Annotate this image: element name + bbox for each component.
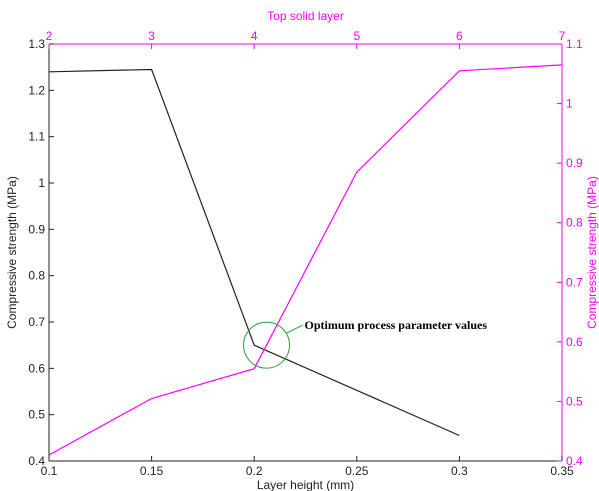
y-tick-label: 1.1: [28, 130, 45, 144]
y2-tick-label: 0.6: [566, 335, 583, 349]
y-tick-label: 1.2: [28, 83, 45, 97]
series-layer: [48, 64, 563, 456]
series-line-layer-height: [48, 68, 460, 437]
x-tick-label: 0.2: [246, 464, 263, 478]
annotation-circle: [243, 321, 291, 369]
plot-area: [49, 44, 562, 461]
y-tick-label: 1: [38, 176, 45, 190]
y-tick-label: 1.3: [28, 37, 45, 51]
x-tick-label: 0.3: [451, 464, 468, 478]
y2-tick-label: 0.8: [566, 216, 583, 230]
y2-tick-label: 0.7: [566, 275, 583, 289]
y2-tick-label: 1.1: [566, 37, 583, 51]
y-tick-label: 0.8: [28, 269, 45, 283]
annotation-leader: [286, 324, 303, 334]
y2-tick-label: 0.5: [566, 394, 583, 408]
y2-tick-label: 0.4: [566, 454, 583, 468]
x2-tick-label: 5: [353, 29, 360, 43]
y-tick-label: 0.4: [28, 454, 45, 468]
y-tick-label: 0.6: [28, 361, 45, 375]
y2-axis-title: Compressive strength (MPa): [585, 176, 599, 329]
annotation-group: Optimum process parameter values: [243, 318, 488, 369]
x-tick-label: 0.15: [140, 464, 164, 478]
x-tick-label: 0.25: [345, 464, 369, 478]
series-line-top-solid-layer: [48, 64, 563, 456]
x2-tick-label: 7: [559, 29, 566, 43]
x2-tick-label: 6: [456, 29, 463, 43]
y2-tick-label: 0.9: [566, 156, 583, 170]
y-tick-label: 0.5: [28, 408, 45, 422]
x2-tick-label: 2: [46, 29, 53, 43]
x2-tick-label: 4: [251, 29, 258, 43]
y-axis-title: Compressive strength (MPa): [5, 176, 19, 329]
axes-layer: 0.1 0.15 0.2 0.25 0.3 0.35 2 3 4 5 6 7 0.4 0.5 0.6 0.7 0…: [28, 29, 583, 478]
x2-tick-label: 3: [148, 29, 155, 43]
x2-axis-title: Top solid layer: [267, 9, 344, 23]
y2-tick-label: 1: [566, 97, 573, 111]
plot-background: [49, 44, 562, 461]
y-tick-label: 0.9: [28, 222, 45, 236]
x-tick-label: 0.1: [41, 464, 58, 478]
x-tick-label: 0.35: [550, 464, 574, 478]
x-axis-title: Layer height (mm): [257, 478, 354, 491]
y-tick-label: 0.7: [28, 315, 45, 329]
annotation-label: Optimum process parameter values: [305, 318, 488, 332]
